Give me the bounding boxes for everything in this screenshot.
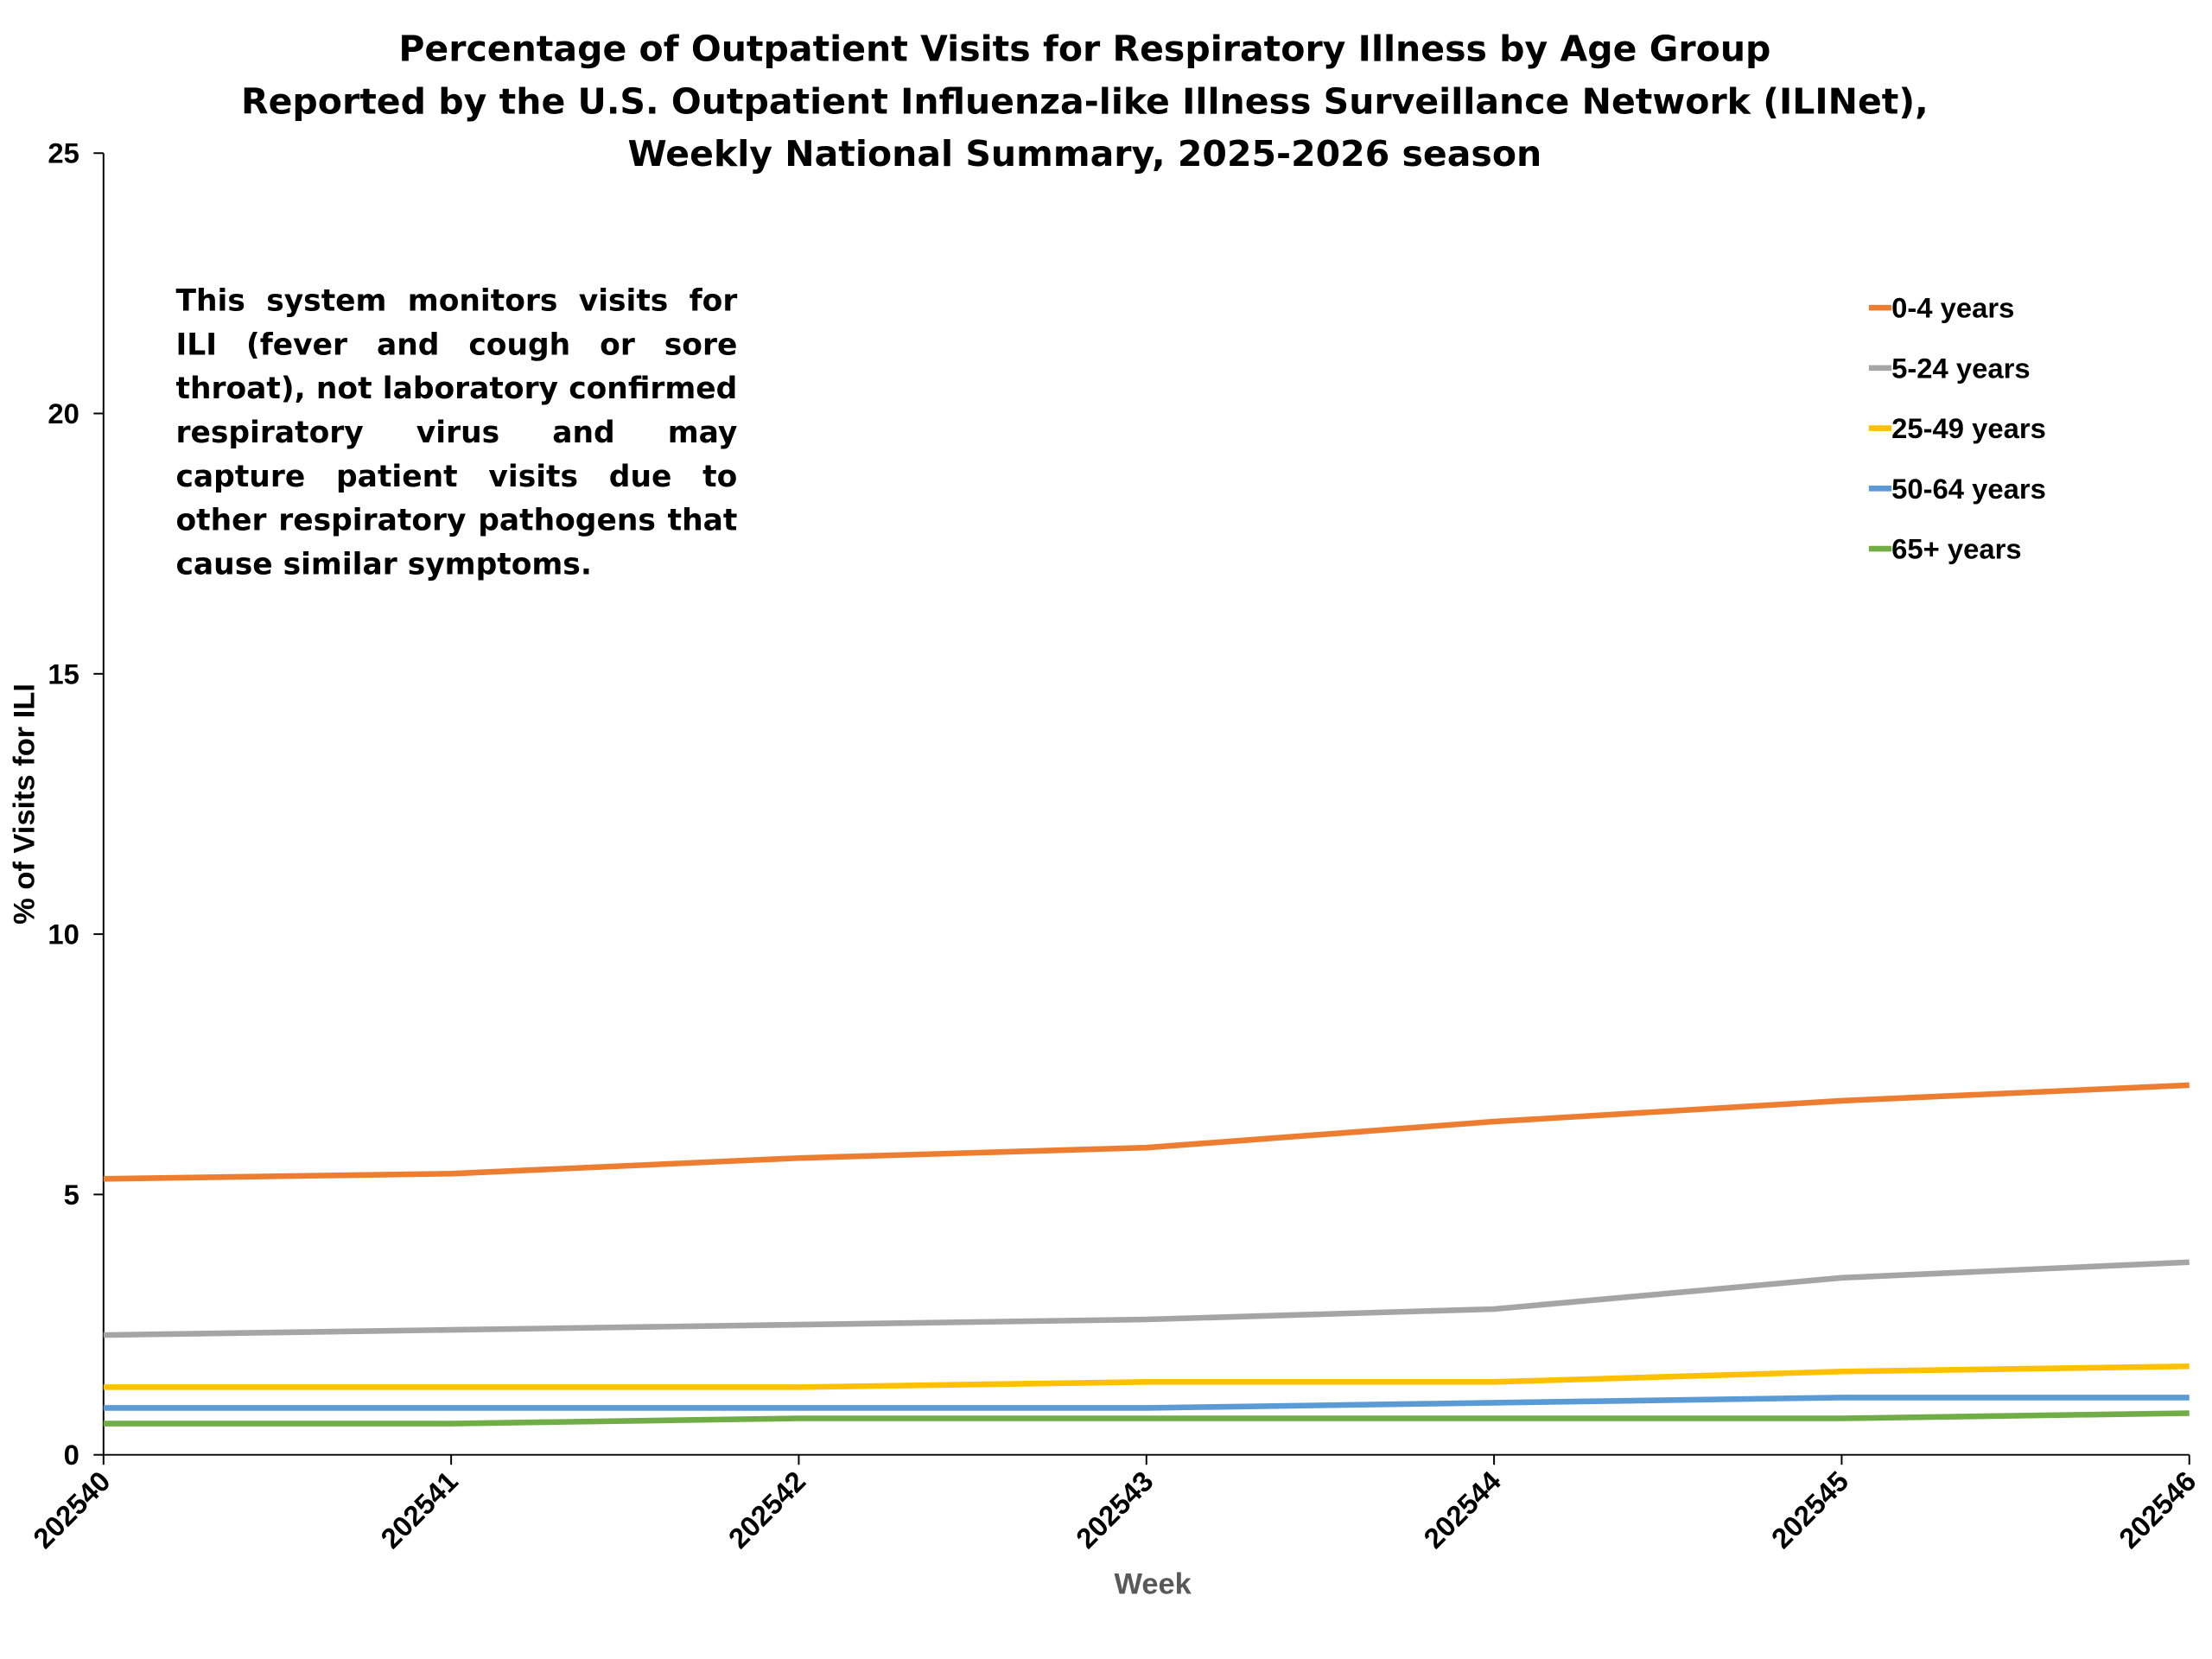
series-line [103,1363,2190,1390]
annotation-box: This system monitors visits for ILI (fev… [175,283,738,582]
x-tick-label: 202541 [374,1465,464,1554]
y-tick-label: 0 [64,1439,79,1471]
y-tick-label: 25 [48,137,79,169]
y-tick-label: 10 [48,918,79,950]
legend-label: 0-4 years [1891,292,2014,324]
legend-item: 0-4 years [1868,292,2014,324]
series-line [103,1082,2190,1182]
legend-label: 5-24 years [1891,352,2031,384]
x-axis-title: Week [1114,1568,1192,1601]
x-tick-label: 202543 [1070,1465,1160,1554]
chart-title: Weekly National Summary, 2025-2026 seaso… [628,133,1542,175]
legend-label: 65+ years [1891,533,2022,565]
annotation: This system monitors visits for ILI (fev… [175,283,738,582]
x-tick-label: 202546 [2113,1465,2202,1554]
legend-label: 25-49 years [1891,412,2046,444]
legend-item: 5-24 years [1868,352,2031,384]
y-tick-label: 15 [48,658,79,690]
legend-item: 25-49 years [1868,412,2046,444]
y-tick-label: 5 [64,1179,79,1211]
y-tick-label: 20 [48,397,79,429]
chart-title: Reported by the U.S. Outpatient Influenz… [241,80,1929,122]
x-tick-label: 202542 [722,1465,812,1554]
y-axis-title: % of Visits for ILI [8,683,41,925]
x-tick-label: 202544 [1417,1465,1507,1554]
series-line [103,1259,2190,1338]
legend-item: 50-64 years [1868,473,2046,505]
x-tick-label: 202545 [1765,1465,1855,1554]
series-line [103,1410,2190,1427]
series-line [103,1395,2190,1411]
chart-title: Percentage of Outpatient Visits for Resp… [398,29,1770,70]
legend-label: 50-64 years [1891,473,2046,505]
legend-item: 65+ years [1868,533,2022,565]
title-block: Percentage of Outpatient Visits for Resp… [241,29,1929,175]
x-tick-label: 202540 [27,1465,117,1554]
